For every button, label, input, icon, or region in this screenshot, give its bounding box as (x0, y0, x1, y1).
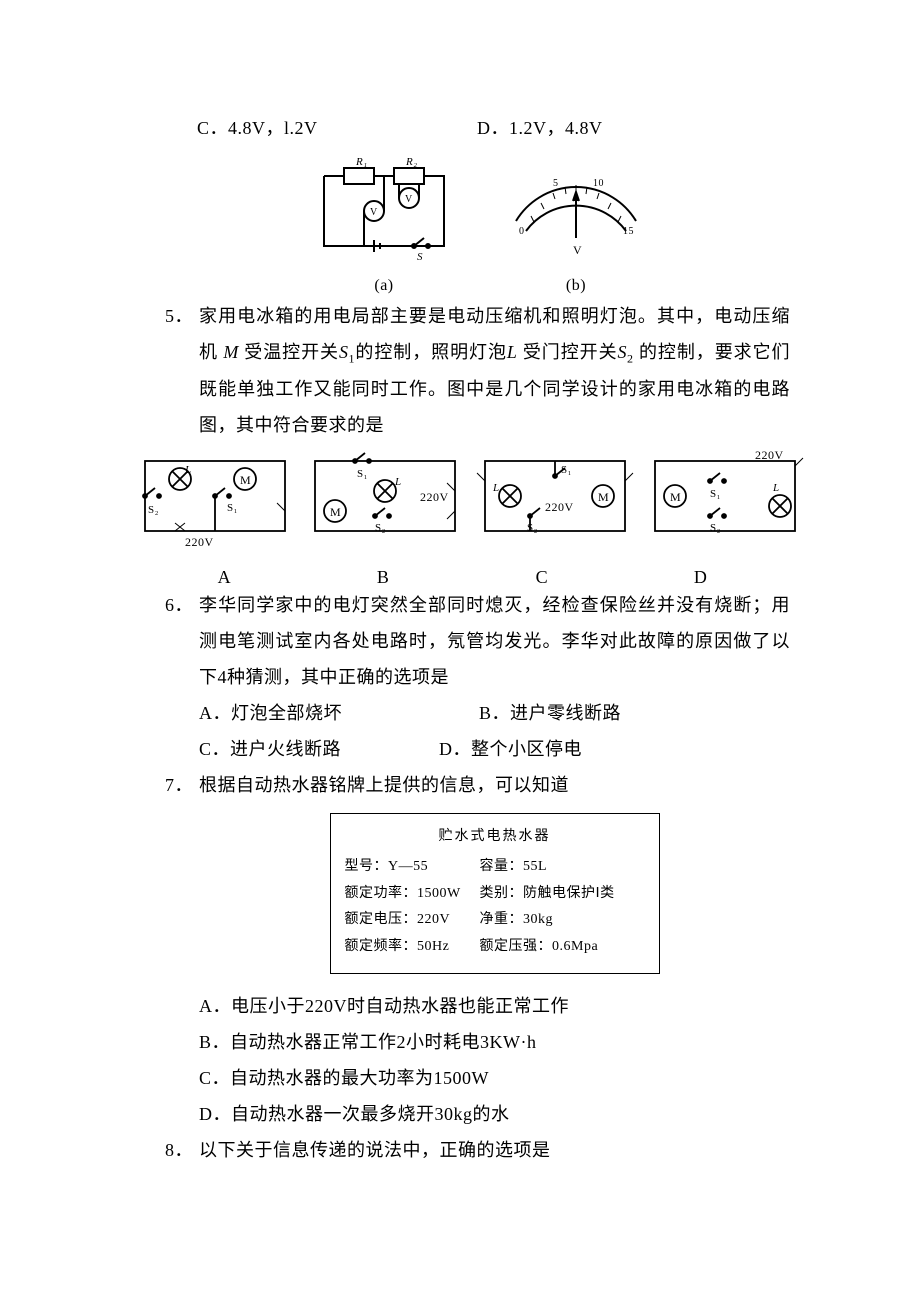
svg-text:S₂: S₂ (148, 504, 159, 516)
q7-option-a: A．电压小于220V时自动热水器也能正常工作 (199, 988, 790, 1024)
meter-5: 5 (553, 178, 559, 189)
svg-text:S₁: S₁ (227, 502, 238, 514)
q4-figure-b: 0 5 10 15 V (b) (501, 156, 651, 302)
plate-freq: 额定频率：50Hz (345, 934, 480, 961)
q6-options-row1: A．灯泡全部烧坏 B．进户零线断路 (199, 695, 790, 731)
q5-number: 5． (165, 298, 193, 334)
meter-15: 15 (623, 226, 634, 237)
question-5: 5． 家用电冰箱的用电局部主要是电动压缩机和照明灯泡。其中，电动压缩机 M 受温… (165, 298, 790, 443)
svg-text:220V: 220V (545, 500, 574, 514)
q4-option-d: D．1.2V，4.8V (477, 110, 790, 146)
svg-text:M: M (598, 490, 609, 504)
q7-nameplate: 贮水式电热水器 型号：Y—55 容量：55L 额定功率：1500W 类别：防触电… (330, 813, 660, 974)
q5-t2b: 的控制，照明灯泡 (355, 342, 507, 362)
svg-text:S₂: S₂ (375, 522, 386, 534)
question-8: 8． 以下关于信息传递的说法中，正确的选项是 (165, 1132, 790, 1168)
svg-text:L: L (394, 476, 402, 488)
q6-option-a: A．灯泡全部烧坏 (199, 695, 479, 731)
svg-text:S₁: S₁ (357, 468, 368, 480)
svg-text:M: M (330, 505, 341, 519)
q5-L: L (507, 342, 518, 362)
q4-option-c: C．4.8V，l.2V (197, 110, 477, 146)
exam-page: C．4.8V，l.2V D．1.2V，4.8V (0, 0, 920, 1302)
q6-options-row2: C．进户火线断路 D．整个小区停电 (199, 731, 790, 767)
q6-number: 6． (165, 587, 193, 623)
nameplate-box: 贮水式电热水器 型号：Y—55 容量：55L 额定功率：1500W 类别：防触电… (330, 813, 660, 974)
q7-option-c: C．自动热水器的最大功率为1500W (199, 1060, 790, 1096)
q8-number: 8． (165, 1132, 193, 1168)
q5-S2: S (618, 342, 628, 362)
svg-text:L: L (772, 482, 780, 494)
nameplate-title: 贮水式电热水器 (345, 824, 645, 851)
label-s: S (417, 251, 423, 263)
label-r1: R₁ (355, 156, 368, 168)
svg-text:L: L (492, 482, 500, 494)
q6-text: 李华同学家中的电灯突然全部同时熄灭，经检查保险丝并没有烧断；用测电笔测试室内各处… (199, 587, 790, 695)
svg-text:M: M (670, 490, 681, 504)
q4-figure: R₁ R₂ V V S (a) (165, 156, 790, 286)
q7-option-d: D．自动热水器一次最多烧开30kg的水 (199, 1096, 790, 1132)
nameplate-row3: 额定电压：220V 净重：30kg (345, 907, 645, 934)
label-r2: R₂ (405, 156, 418, 168)
label-v1: V (405, 194, 413, 205)
label-v2: V (370, 207, 378, 218)
q4-figure-a: R₁ R₂ V V S (a) (304, 156, 464, 302)
q5-t2a: 受温控开关 (239, 342, 339, 362)
q6-option-b: B．进户零线断路 (479, 695, 790, 731)
svg-text:S₂: S₂ (710, 522, 721, 534)
meter-v: V (573, 243, 582, 257)
svg-text:S₁: S₁ (710, 488, 721, 500)
svg-text:L: L (184, 464, 192, 476)
q7-number: 7． (165, 767, 193, 803)
meter-0: 0 (519, 226, 525, 237)
svg-text:S₂: S₂ (527, 522, 538, 534)
plate-capacity: 容量：55L (480, 854, 645, 881)
q6-option-c: C．进户火线断路 (199, 731, 439, 767)
svg-text:S₁: S₁ (561, 464, 572, 476)
q5-figure: M S₂ S₁ L 220V S₁ M (135, 451, 790, 581)
q5-M: M (223, 342, 239, 362)
plate-weight: 净重：30kg (480, 907, 645, 934)
nameplate-row4: 额定频率：50Hz 额定压强：0.6Mpa (345, 934, 645, 961)
svg-text:220V: 220V (185, 535, 214, 549)
q5-text: 家用电冰箱的用电局部主要是电动压缩机和照明灯泡。其中，电动压缩机 M 受温控开关… (199, 298, 790, 443)
plate-model: 型号：Y—55 (345, 854, 480, 881)
question-6: 6． 李华同学家中的电灯突然全部同时熄灭，经检查保险丝并没有烧断；用测电笔测试室… (165, 587, 790, 767)
nameplate-row2: 额定功率：1500W 类别：防触电保护Ⅰ类 (345, 881, 645, 908)
svg-text:M: M (240, 473, 251, 487)
nameplate-row1: 型号：Y—55 容量：55L (345, 854, 645, 881)
q8-text: 以下关于信息传递的说法中，正确的选项是 (199, 1132, 790, 1168)
plate-class: 类别：防触电保护Ⅰ类 (480, 881, 645, 908)
svg-text:220V: 220V (420, 490, 449, 504)
plate-pressure: 额定压强：0.6Mpa (480, 934, 645, 961)
q7-option-b: B．自动热水器正常工作2小时耗电3KW·h (199, 1024, 790, 1060)
meter-10: 10 (593, 178, 604, 189)
question-7: 7． 根据自动热水器铭牌上提供的信息，可以知道 贮水式电热水器 型号：Y—55 … (165, 767, 790, 1132)
plate-voltage: 额定电压：220V (345, 907, 480, 934)
q7-text: 根据自动热水器铭牌上提供的信息，可以知道 (199, 767, 790, 803)
svg-text:220V: 220V (755, 451, 784, 462)
q5-t2c: 受门控开关 (517, 342, 617, 362)
q4-options-row: C．4.8V，l.2V D．1.2V，4.8V (165, 110, 790, 146)
plate-power: 额定功率：1500W (345, 881, 480, 908)
q6-option-d: D．整个小区停电 (439, 731, 790, 767)
